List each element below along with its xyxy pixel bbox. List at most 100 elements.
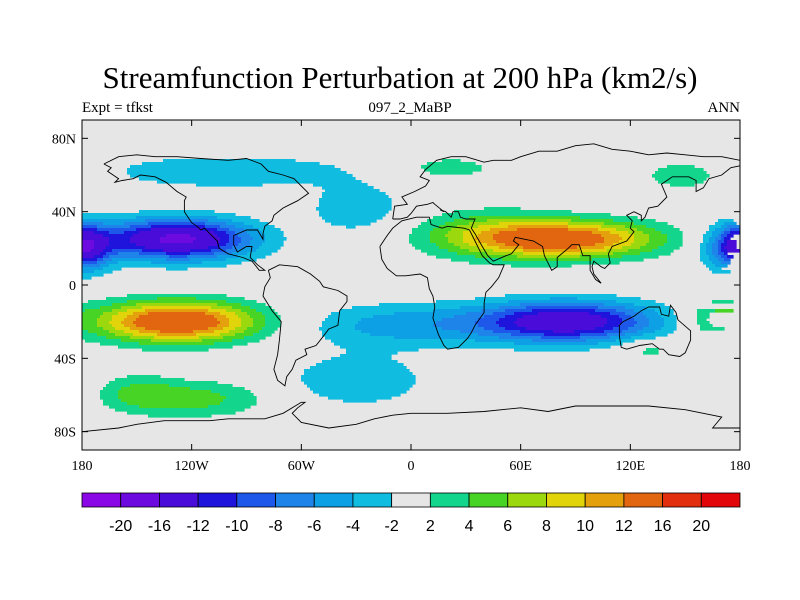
field-cell [100, 396, 119, 400]
field-cell [712, 243, 719, 247]
field-cell [112, 303, 137, 307]
colorbar-swatch [197, 492, 238, 508]
field-cell [262, 243, 284, 247]
field-cell [610, 231, 629, 235]
field-cell [202, 228, 218, 232]
field-cell [511, 264, 572, 268]
field-cell [607, 321, 623, 325]
field-cell [424, 168, 482, 172]
field-cell [475, 321, 497, 325]
field-cell [607, 249, 629, 253]
field-cell [646, 225, 674, 229]
field-cell [646, 348, 659, 352]
field-cell [139, 342, 215, 346]
field-cell [430, 171, 473, 175]
field-cell [82, 243, 95, 247]
field-cell [505, 294, 617, 298]
field-cell [334, 342, 515, 346]
field-cell [190, 249, 212, 253]
field-cell [646, 243, 665, 247]
y-tick-label: 0 [69, 279, 76, 294]
field-cell [514, 348, 590, 352]
field-cell [304, 369, 410, 373]
field-cell [187, 255, 218, 259]
field-cell [487, 219, 572, 223]
field-cell [307, 384, 413, 388]
field-cell [463, 231, 482, 235]
field-cell [475, 339, 533, 343]
field-cell [460, 246, 479, 250]
field-cell [622, 246, 641, 250]
field-cell [127, 168, 341, 172]
field-cell [574, 330, 605, 334]
field-cell [523, 315, 602, 319]
field-cell [202, 339, 233, 343]
field-cell [139, 405, 209, 409]
field-cell [238, 315, 251, 319]
field-cell [151, 225, 206, 229]
field-cell [313, 183, 368, 187]
field-cell [580, 255, 623, 259]
field-cell [226, 258, 257, 262]
field-cell [142, 162, 320, 166]
field-cell [517, 255, 581, 259]
field-cell [229, 330, 245, 334]
field-cell [340, 345, 611, 349]
field-cell [109, 231, 125, 235]
field-cell [517, 324, 605, 328]
field-cell [130, 237, 161, 241]
field-cell [475, 297, 551, 301]
field-cell [124, 231, 140, 235]
colorbar-swatch [120, 492, 160, 508]
field-cell [133, 234, 167, 238]
field-cell [505, 243, 596, 247]
field-cell [112, 258, 167, 262]
field-cell [643, 231, 662, 235]
colorbar-swatch [584, 492, 625, 508]
field-cell [508, 300, 617, 304]
field-cell [223, 336, 245, 340]
field-cell [430, 231, 449, 235]
field-cell [730, 228, 740, 232]
field-cell [724, 246, 737, 250]
field-cell [421, 249, 449, 253]
field-cell [319, 210, 389, 214]
field-cell [121, 399, 224, 403]
field-cell [109, 405, 140, 409]
field-cell [109, 237, 131, 241]
field-cell [718, 219, 734, 223]
field-cell [100, 390, 119, 394]
field-cell [340, 354, 392, 358]
field-cell [700, 246, 707, 250]
field-cell [262, 312, 278, 316]
field-cell [310, 366, 407, 370]
field-cell [142, 348, 209, 352]
field-cell [82, 330, 89, 334]
field-cell [82, 270, 95, 274]
field-cell [328, 315, 374, 319]
field-cell [712, 261, 722, 265]
field-cell [103, 249, 113, 253]
coastline-africa [379, 216, 505, 350]
field-cell [103, 234, 134, 238]
field-cell [502, 258, 593, 262]
x-tick-label: 180 [72, 459, 93, 474]
field-cell [229, 237, 242, 241]
field-cell [127, 300, 227, 304]
field-cell [721, 255, 728, 259]
field-cell [82, 234, 104, 238]
field-cell [430, 237, 449, 241]
field-cell [130, 336, 155, 340]
field-cell [322, 186, 374, 190]
field-cell [643, 333, 668, 337]
y-tick-label: 40S [54, 352, 76, 367]
field-cell [523, 246, 578, 250]
field-cell [604, 240, 620, 244]
field-cell [217, 318, 230, 322]
field-cell [649, 324, 665, 328]
field-cell [481, 309, 506, 313]
field-cell [112, 249, 143, 253]
field-cell [169, 255, 188, 259]
coastline-layer [82, 143, 740, 433]
field-cell [496, 240, 605, 244]
